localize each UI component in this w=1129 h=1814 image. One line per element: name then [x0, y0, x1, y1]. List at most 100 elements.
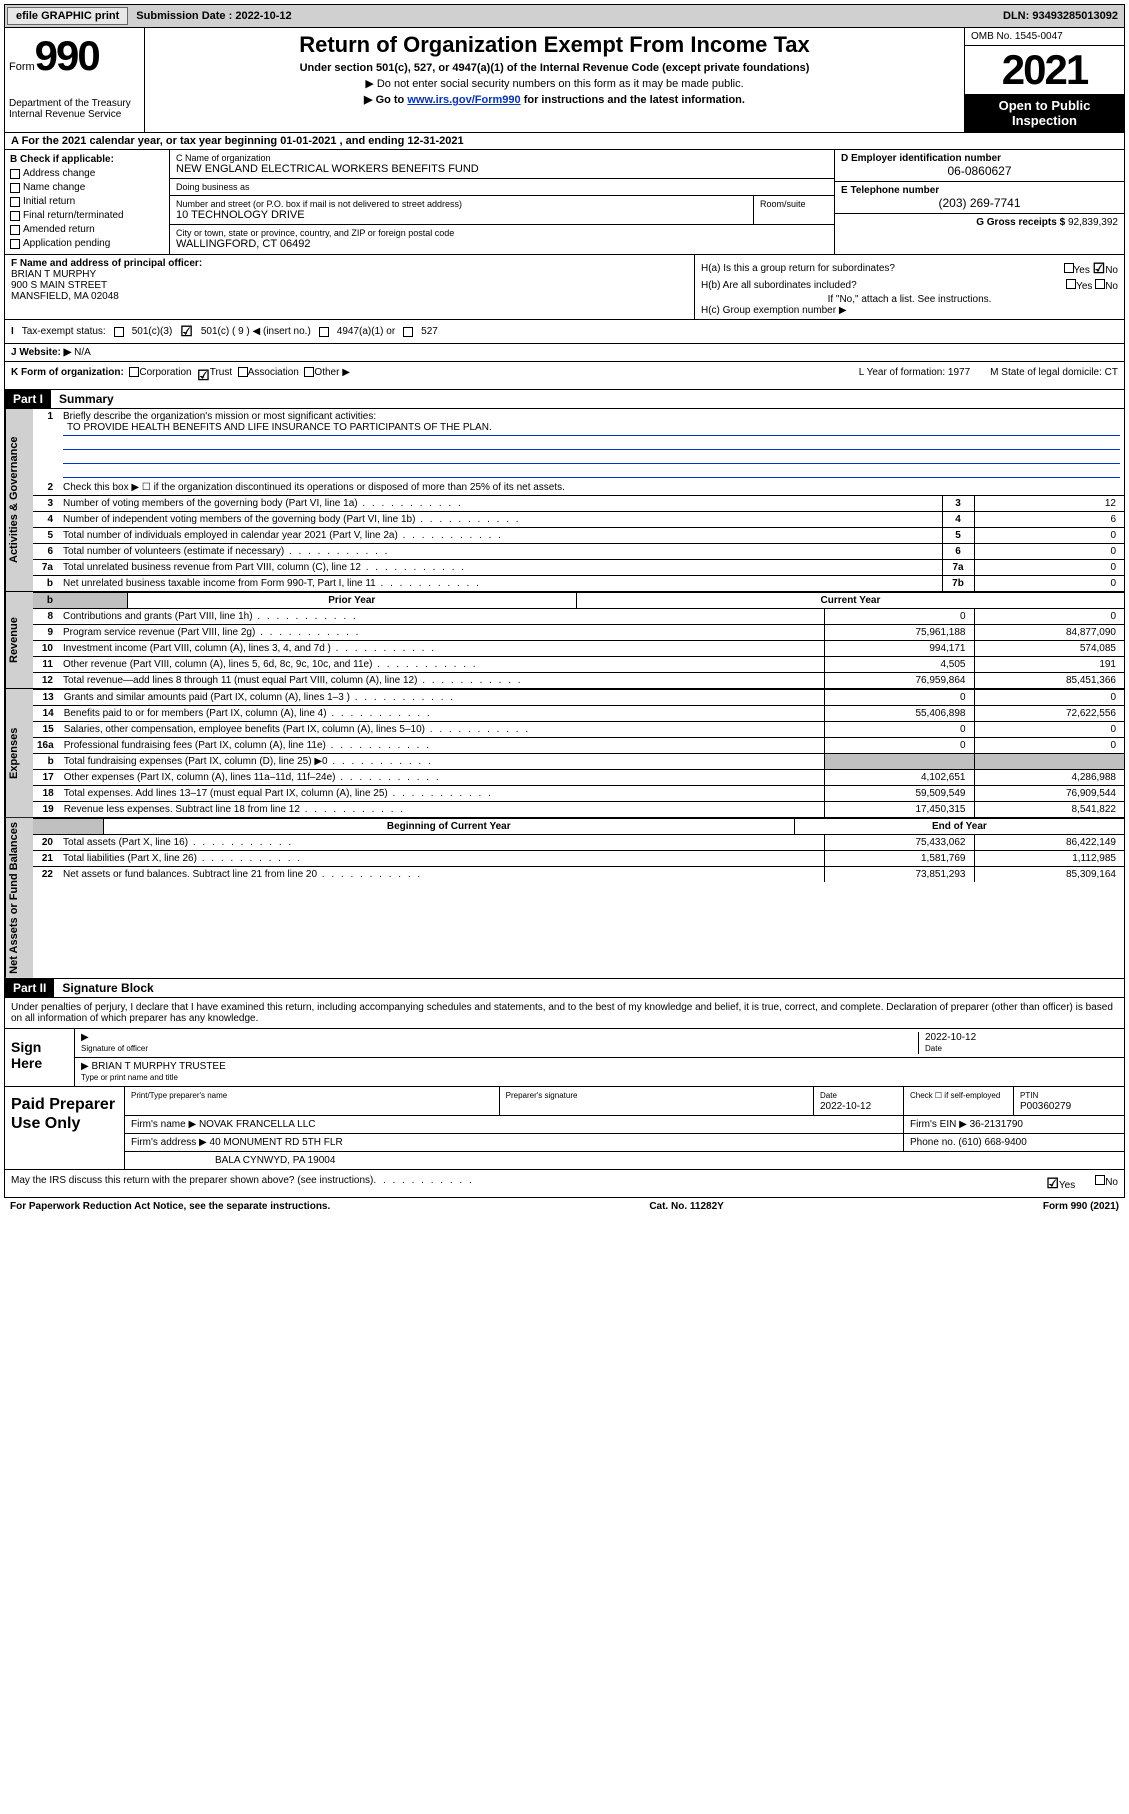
ein: 06-0860627 [841, 164, 1118, 178]
city-label: City or town, state or province, country… [176, 228, 828, 238]
website-label: J Website: ▶ [11, 347, 71, 358]
submission-label: Submission Date : 2022-10-12 [130, 8, 297, 24]
line1-label: Briefly describe the organization's miss… [63, 411, 376, 422]
chk-other[interactable] [304, 367, 314, 377]
prep-date-label: Date [820, 1091, 837, 1100]
chk-final-return[interactable]: Final return/terminated [10, 209, 164, 223]
chk-527[interactable] [403, 327, 413, 337]
telephone: (203) 269-7741 [841, 196, 1118, 210]
entity-grid: B Check if applicable: Address change Na… [4, 150, 1125, 255]
dln: DLN: 93493285013092 [997, 8, 1124, 24]
officer-printed: BRIAN T MURPHY TRUSTEE [91, 1061, 225, 1072]
chk-corp[interactable] [129, 367, 139, 377]
ptin: P00360279 [1020, 1101, 1071, 1112]
discuss-no-chk[interactable] [1095, 1175, 1105, 1185]
part1-header: Part I [5, 390, 51, 408]
hc-label: H(c) Group exemption number ▶ [701, 305, 1118, 316]
note-link: ▶ Go to www.irs.gov/Form990 for instruct… [151, 93, 958, 106]
name-title-label: Type or print name and title [81, 1073, 178, 1082]
efile-button[interactable]: efile GRAPHIC print [7, 7, 128, 25]
tab-governance: Activities & Governance [5, 409, 33, 591]
footer-mid: Cat. No. 11282Y [649, 1201, 723, 1212]
ha-no-chk[interactable]: ☑ [1093, 260, 1106, 276]
phone-label: Phone no. [910, 1137, 956, 1148]
note-ssn: ▶ Do not enter social security numbers o… [151, 77, 958, 90]
chk-amended[interactable]: Amended return [10, 223, 164, 237]
org-name: NEW ENGLAND ELECTRICAL WORKERS BENEFITS … [176, 163, 828, 175]
prep-name-label: Print/Type preparer's name [131, 1091, 227, 1100]
omb-number: OMB No. 1545-0047 [965, 28, 1124, 46]
firm-addr1: 40 MONUMENT RD 5TH FLR [210, 1137, 343, 1148]
tab-expenses: Expenses [5, 689, 33, 817]
tel-label: E Telephone number [841, 185, 1118, 196]
sig-officer-label: Signature of officer [81, 1044, 148, 1053]
part1-title: Summary [51, 392, 114, 406]
form-subtitle: Under section 501(c), 527, or 4947(a)(1)… [151, 62, 958, 74]
discuss-yes-chk[interactable]: ☑ [1046, 1175, 1059, 1191]
prep-date: 2022-10-12 [820, 1101, 871, 1112]
officer-name: BRIAN T MURPHY [11, 269, 96, 280]
form-org-label: K Form of organization: [11, 367, 124, 384]
prep-sig-label: Preparer's signature [506, 1091, 578, 1100]
footer-left: For Paperwork Reduction Act Notice, see … [10, 1201, 330, 1212]
form-header: Form990 Department of the Treasury Inter… [4, 28, 1125, 133]
firm-addr-label: Firm's address ▶ [131, 1137, 207, 1148]
firm-phone: (610) 668-9400 [958, 1137, 1026, 1148]
firm-name-label: Firm's name ▶ [131, 1119, 196, 1130]
hb-label: H(b) Are all subordinates included? [701, 280, 857, 291]
hb-no-chk[interactable] [1095, 279, 1105, 289]
officer-label: F Name and address of principal officer: [11, 258, 202, 269]
department: Department of the Treasury Internal Reve… [9, 98, 140, 120]
paid-preparer: Paid Preparer Use Only [5, 1087, 125, 1169]
year-formation: L Year of formation: 1977 [859, 367, 970, 384]
row-a-tax-year: A For the 2021 calendar year, or tax yea… [4, 133, 1125, 150]
officer-street: 900 S MAIN STREET [11, 280, 107, 291]
gross-receipts: 92,839,392 [1068, 217, 1118, 228]
part2-title: Signature Block [54, 981, 153, 995]
city: WALLINGFORD, CT 06492 [176, 238, 828, 250]
chk-name-change[interactable]: Name change [10, 181, 164, 195]
col-end: End of Year [794, 819, 1124, 835]
ptin-label: PTIN [1020, 1091, 1038, 1100]
top-bar: efile GRAPHIC print Submission Date : 20… [4, 4, 1125, 28]
form-word: Form [9, 61, 35, 73]
chk-4947[interactable] [319, 327, 329, 337]
firm-addr2: BALA CYNWYD, PA 19004 [215, 1155, 335, 1166]
ein-label: D Employer identification number [841, 153, 1118, 164]
room-suite: Room/suite [754, 196, 834, 225]
line2: Check this box ▶ ☐ if the organization d… [59, 480, 1124, 495]
hb-note: If "No," attach a list. See instructions… [701, 294, 1118, 305]
chk-501c3[interactable] [114, 327, 124, 337]
irs-link[interactable]: www.irs.gov/Form990 [407, 94, 520, 106]
col-b-checkboxes: B Check if applicable: Address change Na… [5, 150, 170, 254]
street-label: Number and street (or P.O. box if mail i… [176, 199, 747, 209]
form-title: Return of Organization Exempt From Incom… [151, 32, 958, 58]
tab-net-assets: Net Assets or Fund Balances [5, 818, 33, 978]
ha-yes-chk[interactable] [1064, 263, 1074, 273]
part2-header: Part II [5, 979, 54, 997]
date-label: Date [925, 1044, 942, 1053]
org-name-label: C Name of organization [176, 153, 828, 163]
form-number: 990 [35, 32, 99, 79]
mission: TO PROVIDE HEALTH BENEFITS AND LIFE INSU… [63, 422, 1120, 436]
chk-trust[interactable]: ☑ [197, 367, 210, 384]
firm-ein: 36-2131790 [970, 1119, 1023, 1130]
ha-label: H(a) Is this a group return for subordin… [701, 263, 895, 274]
open-inspection: Open to Public Inspection [965, 94, 1124, 132]
chk-address-change[interactable]: Address change [10, 167, 164, 181]
hb-yes-chk[interactable] [1066, 279, 1076, 289]
footer-right: Form 990 (2021) [1043, 1201, 1119, 1212]
self-emp-label: Check ☐ if self-employed [910, 1091, 1000, 1100]
declaration: Under penalties of perjury, I declare th… [4, 998, 1125, 1029]
gross-label: G Gross receipts $ [976, 217, 1065, 228]
col-prior: Prior Year [127, 593, 576, 609]
state-domicile: M State of legal domicile: CT [990, 367, 1118, 384]
street: 10 TECHNOLOGY DRIVE [176, 209, 747, 221]
chk-assoc[interactable] [238, 367, 248, 377]
col-begin: Beginning of Current Year [103, 819, 794, 835]
officer-city: MANSFIELD, MA 02048 [11, 291, 119, 302]
chk-501c[interactable]: ☑ [180, 323, 193, 340]
chk-initial-return[interactable]: Initial return [10, 195, 164, 209]
firm-ein-label: Firm's EIN ▶ [910, 1119, 967, 1130]
chk-app-pending[interactable]: Application pending [10, 237, 164, 251]
